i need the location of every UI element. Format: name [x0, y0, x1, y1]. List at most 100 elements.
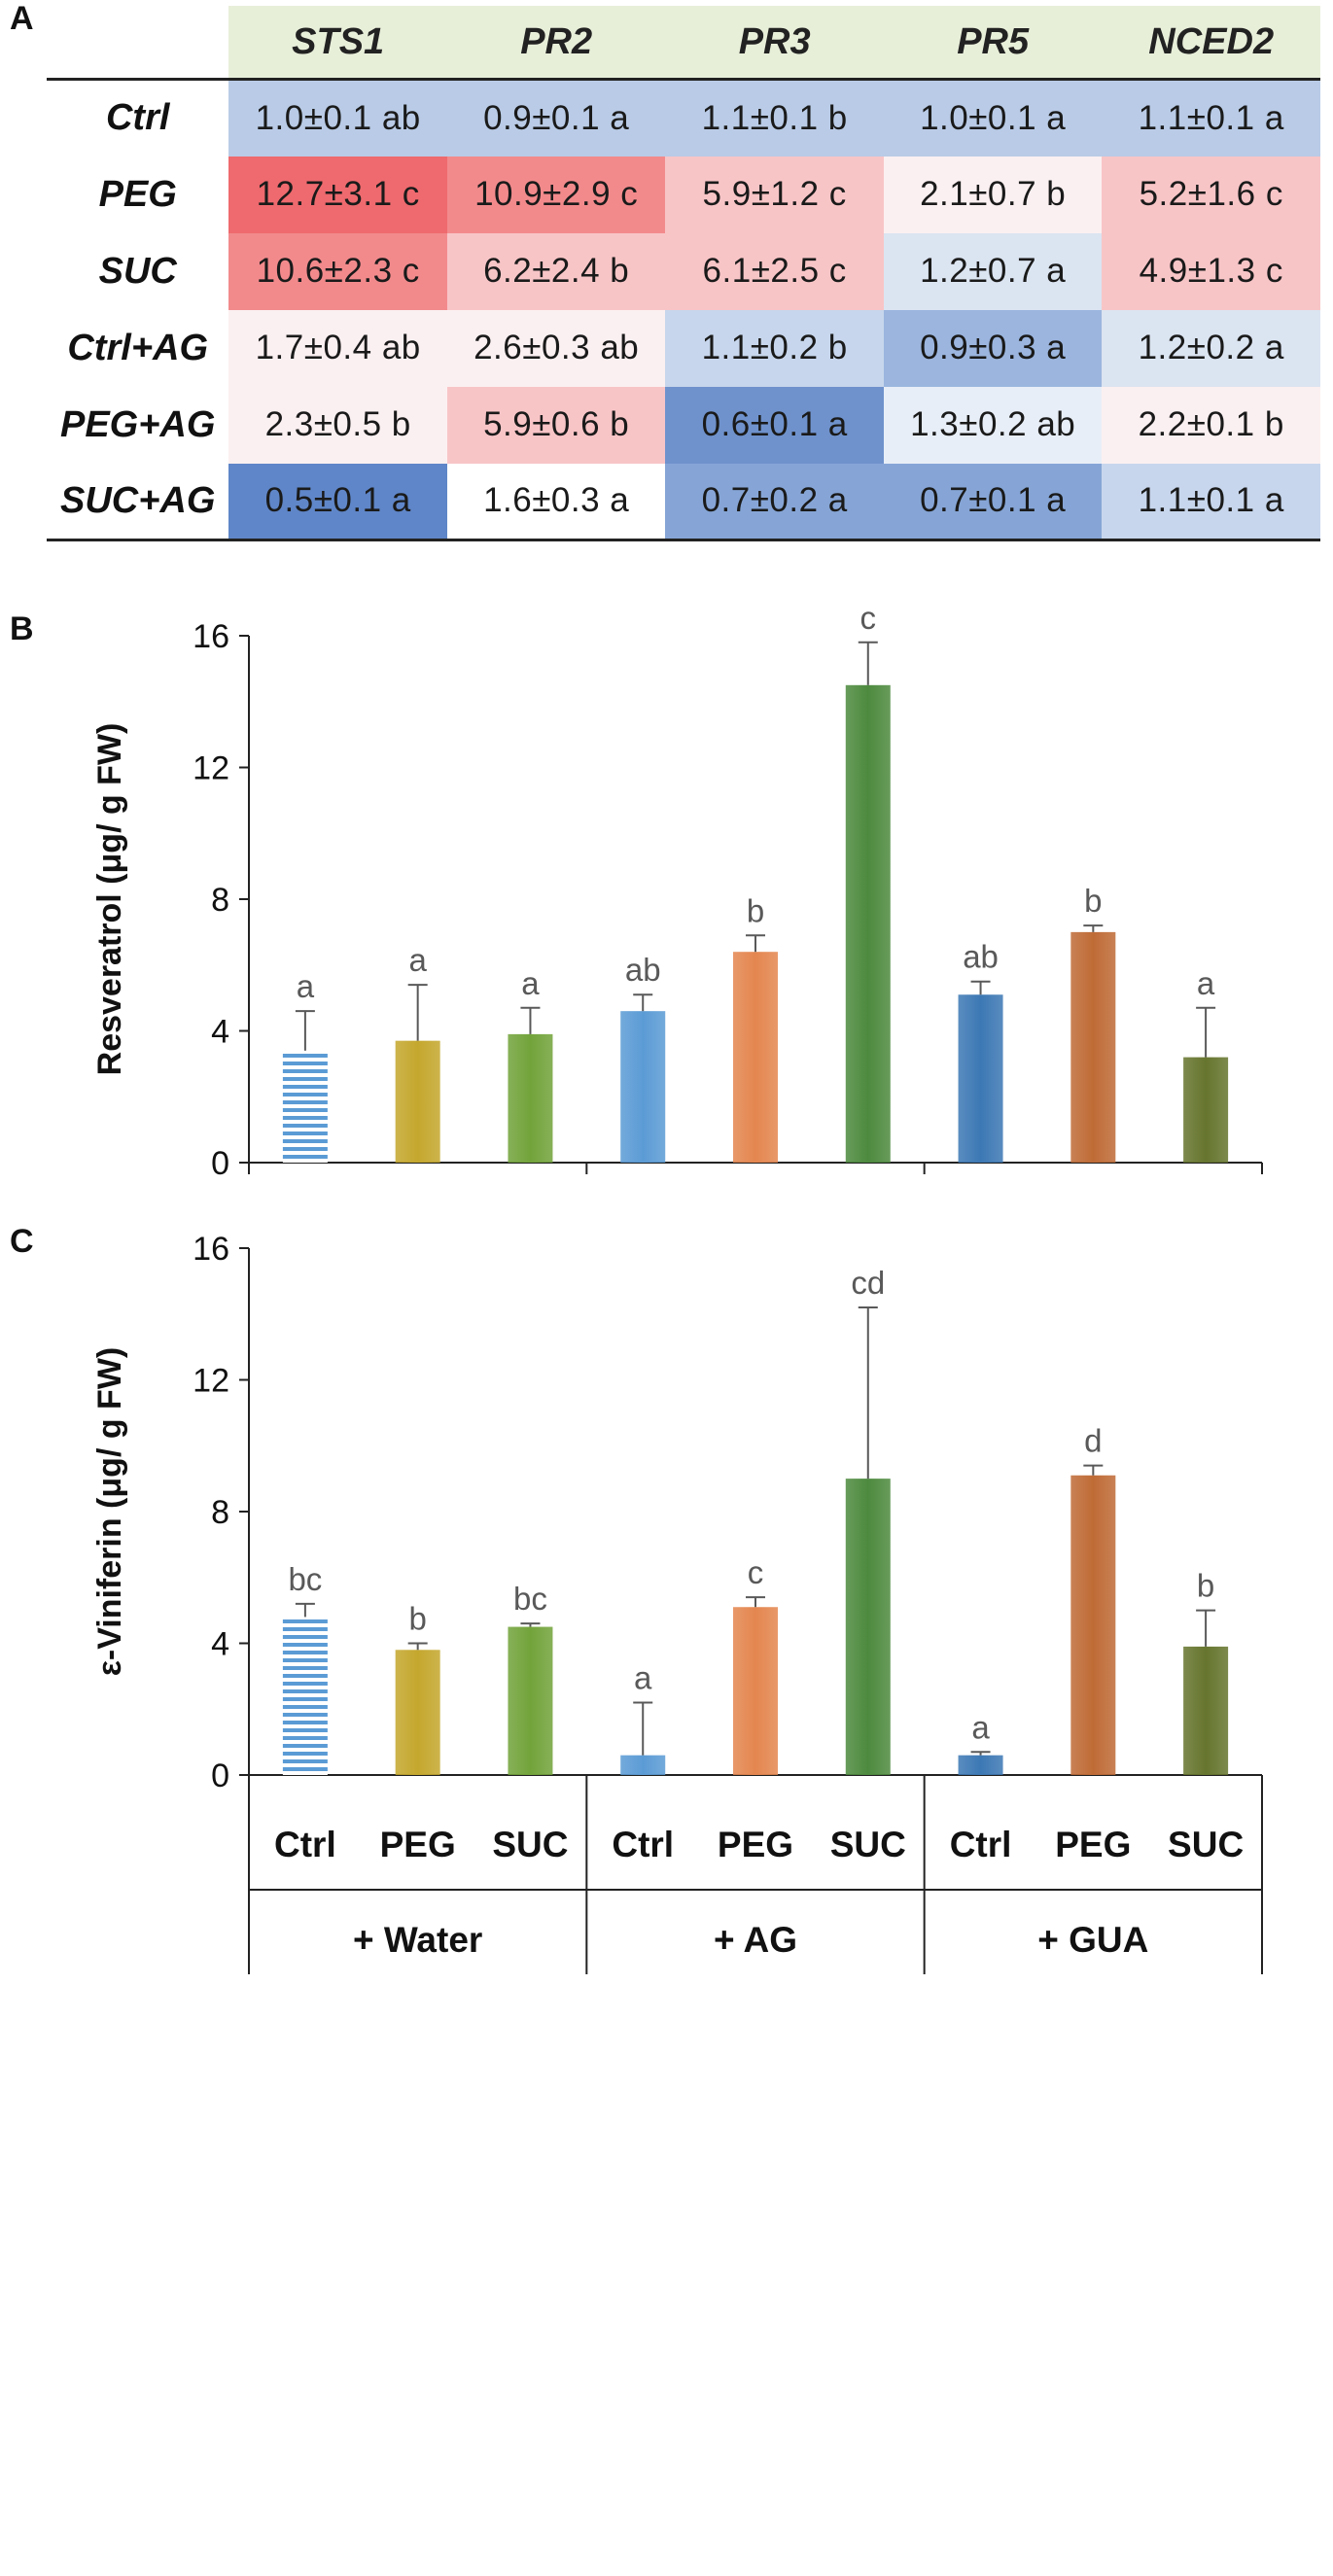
row-label: PEG — [47, 156, 229, 233]
table-corner — [47, 6, 229, 80]
significance-label: b — [747, 892, 764, 928]
significance-label: a — [521, 965, 540, 1001]
bar — [958, 994, 1003, 1163]
row-label: SUC+AG — [47, 463, 229, 540]
row-label: PEG+AG — [47, 386, 229, 464]
table-cell: 0.6±0.1 a — [665, 386, 884, 464]
bar — [845, 684, 891, 1163]
gene-header: PR5 — [883, 6, 1103, 80]
table-cell: 1.0±0.1 a — [883, 79, 1103, 157]
y-tick-label: 16 — [193, 1231, 229, 1268]
table-cell: 1.2±0.7 a — [883, 232, 1103, 310]
table-row: SUC+AG 0.5±0.1 a 1.6±0.3 a 0.7±0.2 a 0.7±0.1… — [47, 463, 1320, 540]
significance-label: ab — [963, 939, 999, 975]
bar — [1070, 1475, 1116, 1775]
table-row: PEG 12.7±3.1 c 10.9±2.9 c 5.9±1.2 c 2.1±0.7 … — [47, 156, 1320, 233]
table-row: Ctrl 1.0±0.1 ab 0.9±0.1 a 1.1±0.1 b 1.0±0.1 … — [47, 79, 1320, 157]
table-cell: 1.3±0.2 ab — [883, 386, 1103, 464]
significance-label: a — [297, 968, 315, 1004]
bar — [733, 1607, 778, 1775]
x-tick-label: SUC — [1168, 1825, 1244, 1864]
panel-a-label: A — [10, 0, 34, 37]
table-cell: 2.6±0.3 ab — [446, 309, 666, 387]
table-row: Ctrl+AG 1.7±0.4 ab 2.6±0.3 ab 1.1±0.2 b 0.9±… — [47, 309, 1320, 387]
table-cell: 0.7±0.1 a — [883, 463, 1103, 540]
row-label: SUC — [47, 232, 229, 310]
y-tick-label: 8 — [211, 1494, 229, 1531]
group-label: + Water — [353, 1920, 482, 1960]
y-axis-title: Resveratrol (μg/ g FW) — [91, 723, 128, 1076]
x-tick-label: PEG — [718, 1825, 793, 1864]
x-tick-label: Ctrl — [612, 1825, 674, 1864]
table-cell: 5.9±1.2 c — [665, 156, 884, 233]
gene-header: STS1 — [228, 6, 447, 80]
row-label: Ctrl — [47, 79, 229, 157]
table-cell: 1.7±0.4 ab — [228, 309, 447, 387]
significance-label: c — [748, 1554, 764, 1590]
table-header-row: STS1 PR2 PR3 PR5 NCED2 — [47, 6, 1320, 80]
viniferin-chart: 0 4 8 12 16 ε-Viniferin (μg/ g FW) bc b bc a c cd a d… — [91, 1231, 1263, 1974]
y-axis-title: ε-Viniferin (μg/ g FW) — [91, 1347, 128, 1677]
x-tick-label: SUC — [492, 1825, 568, 1864]
table-cell: 1.2±0.2 a — [1102, 309, 1320, 387]
table-cell: 12.7±3.1 c — [228, 156, 447, 233]
significance-label: b — [1197, 1568, 1214, 1604]
expression-table: STS1 PR2 PR3 PR5 NCED2 Ctrl 1.0±0.1 ab 0.9… — [47, 6, 1320, 541]
x-tick-label: Ctrl — [950, 1825, 1012, 1864]
significance-label: ab — [625, 952, 661, 988]
y-tick-label: 4 — [211, 1014, 229, 1051]
significance-label: b — [1084, 883, 1102, 919]
table-cell: 0.9±0.1 a — [446, 79, 666, 157]
bar — [1070, 931, 1116, 1163]
panel-c-label: C — [10, 1223, 34, 1260]
x-tick-label: PEG — [380, 1825, 456, 1864]
panel-b-label: B — [10, 610, 34, 647]
gene-header: NCED2 — [1102, 6, 1320, 80]
y-tick-label: 12 — [193, 1363, 229, 1400]
gene-header: PR3 — [665, 6, 884, 80]
significance-label: a — [971, 1709, 990, 1745]
table-cell: 1.6±0.3 a — [446, 463, 666, 540]
table-cell: 1.1±0.1 a — [1102, 463, 1320, 540]
significance-label: bc — [288, 1561, 322, 1597]
significance-label: bc — [513, 1581, 547, 1617]
bar — [395, 1650, 440, 1775]
significance-label: a — [1197, 965, 1215, 1001]
table-cell: 2.3±0.5 b — [228, 386, 447, 464]
bar — [1183, 1057, 1229, 1163]
x-tick-label: PEG — [1055, 1825, 1131, 1864]
x-tick-label: SUC — [830, 1825, 906, 1864]
table-cell: 5.9±0.6 b — [446, 386, 666, 464]
table-cell: 10.6±2.3 c — [228, 232, 447, 310]
table-cell: 0.9±0.3 a — [883, 309, 1103, 387]
bar — [395, 1040, 440, 1163]
significance-label: c — [860, 603, 877, 636]
table-cell: 5.2±1.6 c — [1102, 156, 1320, 233]
y-tick-label: 16 — [193, 618, 229, 655]
table-cell: 2.2±0.1 b — [1102, 386, 1320, 464]
significance-label: a — [634, 1659, 652, 1695]
resveratrol-chart: 0 4 8 12 16 Resveratrol (μg/ g FW) a a a ab b c ab b a — [91, 603, 1263, 1182]
gene-header: PR2 — [446, 6, 666, 80]
table-row: SUC 10.6±2.3 c 6.2±2.4 b 6.1±2.5 c 1.2±0.7 a… — [47, 232, 1320, 310]
table-cell: 6.1±2.5 c — [665, 232, 884, 310]
table-cell: 1.1±0.1 a — [1102, 79, 1320, 157]
significance-label: cd — [851, 1265, 885, 1301]
bar — [733, 952, 778, 1163]
row-label: Ctrl+AG — [47, 309, 229, 387]
table-cell: 1.1±0.2 b — [665, 309, 884, 387]
group-label: + AG — [714, 1920, 797, 1960]
table-cell: 0.7±0.2 a — [665, 463, 884, 540]
y-tick-label: 0 — [211, 1145, 229, 1182]
significance-label: b — [408, 1601, 426, 1637]
significance-label: a — [408, 942, 427, 978]
bar — [620, 1011, 666, 1163]
y-tick-label: 4 — [211, 1626, 229, 1663]
bar — [620, 1755, 666, 1775]
y-tick-label: 12 — [193, 750, 229, 787]
bar — [958, 1755, 1003, 1775]
x-tick-label: Ctrl — [274, 1825, 336, 1864]
table-cell: 6.2±2.4 b — [446, 232, 666, 310]
significance-label: d — [1084, 1423, 1102, 1459]
group-label: + GUA — [1037, 1920, 1148, 1960]
